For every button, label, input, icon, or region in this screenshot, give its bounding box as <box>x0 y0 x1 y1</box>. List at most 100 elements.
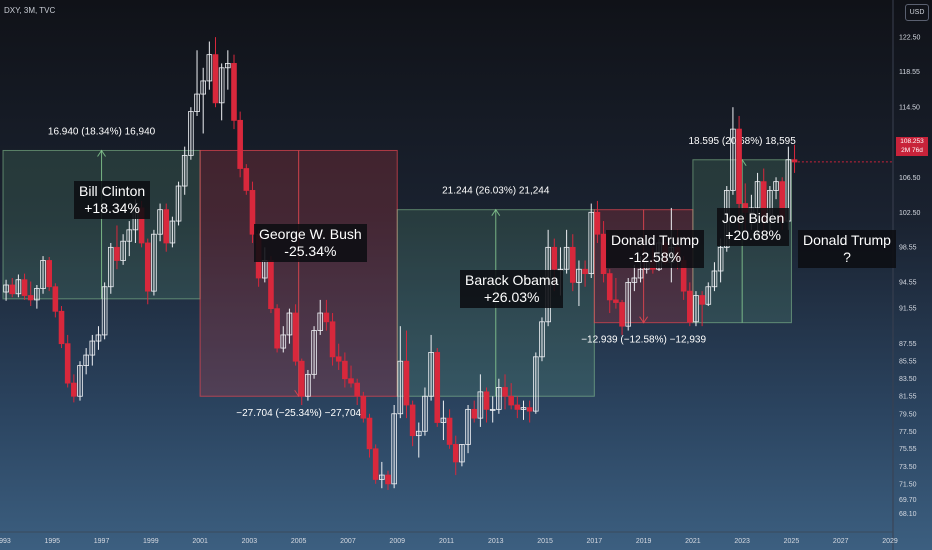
range-measure-label-3: −12.939 (−12.58%) −12,939 <box>581 335 706 346</box>
candle-body <box>754 181 761 209</box>
candle-body <box>773 181 779 191</box>
y-tick-label: 83.50 <box>899 376 917 383</box>
candle-body <box>194 93 200 112</box>
candle-body <box>514 404 521 410</box>
candle-body <box>249 190 256 235</box>
candle-body <box>452 444 459 463</box>
candle-body <box>625 281 632 327</box>
candle-body <box>687 290 693 323</box>
candle-body <box>3 284 9 293</box>
candle-body <box>354 382 360 397</box>
y-tick-label: 118.55 <box>899 69 920 76</box>
candle-body <box>569 246 576 283</box>
candle-body <box>415 430 422 437</box>
candle-body <box>107 246 114 288</box>
candle-body <box>563 246 570 270</box>
candle-body <box>440 417 447 423</box>
candle-body <box>397 360 404 415</box>
candle-body <box>225 63 231 69</box>
candle-body <box>52 286 59 312</box>
candle-body <box>711 270 718 288</box>
candle-body <box>385 474 391 485</box>
x-tick-label: 1993 <box>0 538 11 545</box>
candle-body <box>181 154 188 187</box>
candle-body <box>114 246 120 261</box>
biden-label: Joe Biden +20.68% <box>717 208 790 246</box>
candle-body <box>157 209 163 235</box>
symbol-label[interactable]: DXY, 3M, TVC <box>4 6 56 15</box>
y-tick-label: 75.55 <box>899 446 917 453</box>
y-tick-label: 106.50 <box>899 175 921 182</box>
x-tick-label: 2025 <box>784 538 800 545</box>
x-tick-label: 2011 <box>439 538 454 545</box>
candle-body <box>311 330 317 375</box>
candle-body <box>693 295 699 323</box>
candle-body <box>360 395 367 419</box>
x-tick-label: 1997 <box>94 538 110 545</box>
y-tick-label: 85.55 <box>899 358 917 365</box>
candle-body <box>15 279 22 295</box>
candle-body <box>428 352 434 397</box>
clinton-label: Bill Clinton +18.34% <box>74 181 151 219</box>
x-tick-label: 2017 <box>587 538 603 545</box>
candle-body <box>274 308 280 349</box>
candle-body <box>471 408 478 419</box>
candle-body <box>218 67 225 104</box>
candle-body <box>489 408 496 411</box>
x-tick-label: 2013 <box>488 538 504 545</box>
candle-body <box>120 240 126 261</box>
candle-body <box>619 302 625 327</box>
x-tick-label: 2005 <box>291 538 307 545</box>
y-tick-label: 69.70 <box>899 497 917 504</box>
candle-body <box>144 242 151 292</box>
x-tick-label: 1995 <box>44 538 60 545</box>
candle-body <box>329 321 336 358</box>
bush-label: George W. Bush -25.34% <box>254 224 367 262</box>
candle-body <box>582 268 588 275</box>
candle-body <box>58 310 65 345</box>
range-measure-label-4: 18.595 (20.68%) 18,595 <box>689 136 797 147</box>
y-tick-label: 91.55 <box>899 306 917 313</box>
y-tick-label: 79.50 <box>899 411 917 418</box>
currency-button[interactable]: USD <box>905 4 929 21</box>
candle-body <box>280 334 287 349</box>
candle-body <box>71 382 77 397</box>
candle-body <box>21 279 28 296</box>
candle-body <box>736 128 742 204</box>
x-tick-label: 2021 <box>685 538 701 545</box>
x-tick-label: 2009 <box>389 538 405 545</box>
candle-body <box>379 474 385 480</box>
x-tick-label: 2019 <box>636 538 652 545</box>
trump-label: Donald Trump -12.58% <box>606 230 704 268</box>
next-term-label: Donald Trump ? <box>798 230 896 268</box>
y-tick-label: 77.50 <box>899 429 917 436</box>
candle-body <box>151 233 157 292</box>
candle-body <box>594 211 601 235</box>
candle-body <box>477 391 484 419</box>
x-tick-label: 1999 <box>143 538 159 545</box>
candle-body <box>298 360 305 397</box>
candle-body <box>40 260 46 289</box>
x-tick-label: 2015 <box>537 538 553 545</box>
candle-body <box>465 408 471 445</box>
candle-body <box>27 295 34 301</box>
range-arrowhead-0 <box>97 149 106 157</box>
y-tick-label: 71.50 <box>899 481 917 488</box>
range-measure-label-2: 21.244 (26.03%) 21,244 <box>442 186 550 197</box>
candle-body <box>9 284 16 295</box>
x-tick-label: 2001 <box>192 538 208 545</box>
obama-label: Barack Obama +26.03% <box>460 270 564 308</box>
candle-body <box>243 168 250 191</box>
candle-body <box>305 373 311 397</box>
y-tick-label: 98.55 <box>899 244 917 251</box>
candle-body <box>292 312 299 362</box>
candle-body <box>335 356 342 362</box>
candle-body <box>237 119 243 169</box>
candle-body <box>101 286 108 336</box>
candle-body <box>588 211 595 275</box>
candle-body <box>372 448 379 480</box>
range-arrowhead-2 <box>491 208 501 216</box>
candle-body <box>409 404 416 437</box>
candle-body <box>526 407 533 412</box>
